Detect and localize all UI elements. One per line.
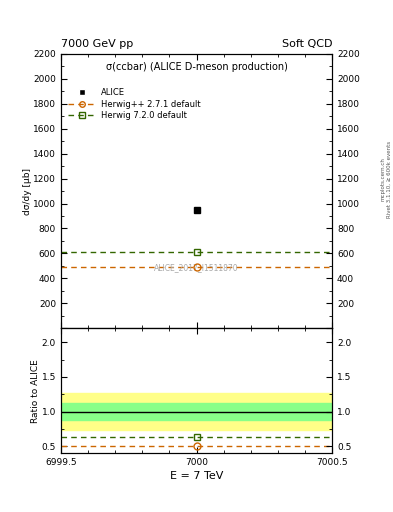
- Y-axis label: Ratio to ALICE: Ratio to ALICE: [31, 359, 40, 422]
- Text: ALICE_2017_I1511870: ALICE_2017_I1511870: [154, 263, 239, 272]
- Text: mcplots.cern.ch: mcplots.cern.ch: [381, 157, 386, 201]
- Text: 7000 GeV pp: 7000 GeV pp: [61, 38, 133, 49]
- Text: Soft QCD: Soft QCD: [282, 38, 332, 49]
- Bar: [61, 403, 332, 420]
- Y-axis label: dσ/dy [μb]: dσ/dy [μb]: [23, 167, 32, 215]
- Text: σ(ccbar) (ALICE D-meson production): σ(ccbar) (ALICE D-meson production): [106, 62, 287, 72]
- X-axis label: E = 7 TeV: E = 7 TeV: [170, 471, 223, 481]
- Legend: ALICE, Herwig++ 2.7.1 default, Herwig 7.2.0 default: ALICE, Herwig++ 2.7.1 default, Herwig 7.…: [68, 88, 201, 120]
- Text: Rivet 3.1.10, ≥ 600k events: Rivet 3.1.10, ≥ 600k events: [387, 141, 391, 218]
- Bar: [61, 393, 332, 430]
